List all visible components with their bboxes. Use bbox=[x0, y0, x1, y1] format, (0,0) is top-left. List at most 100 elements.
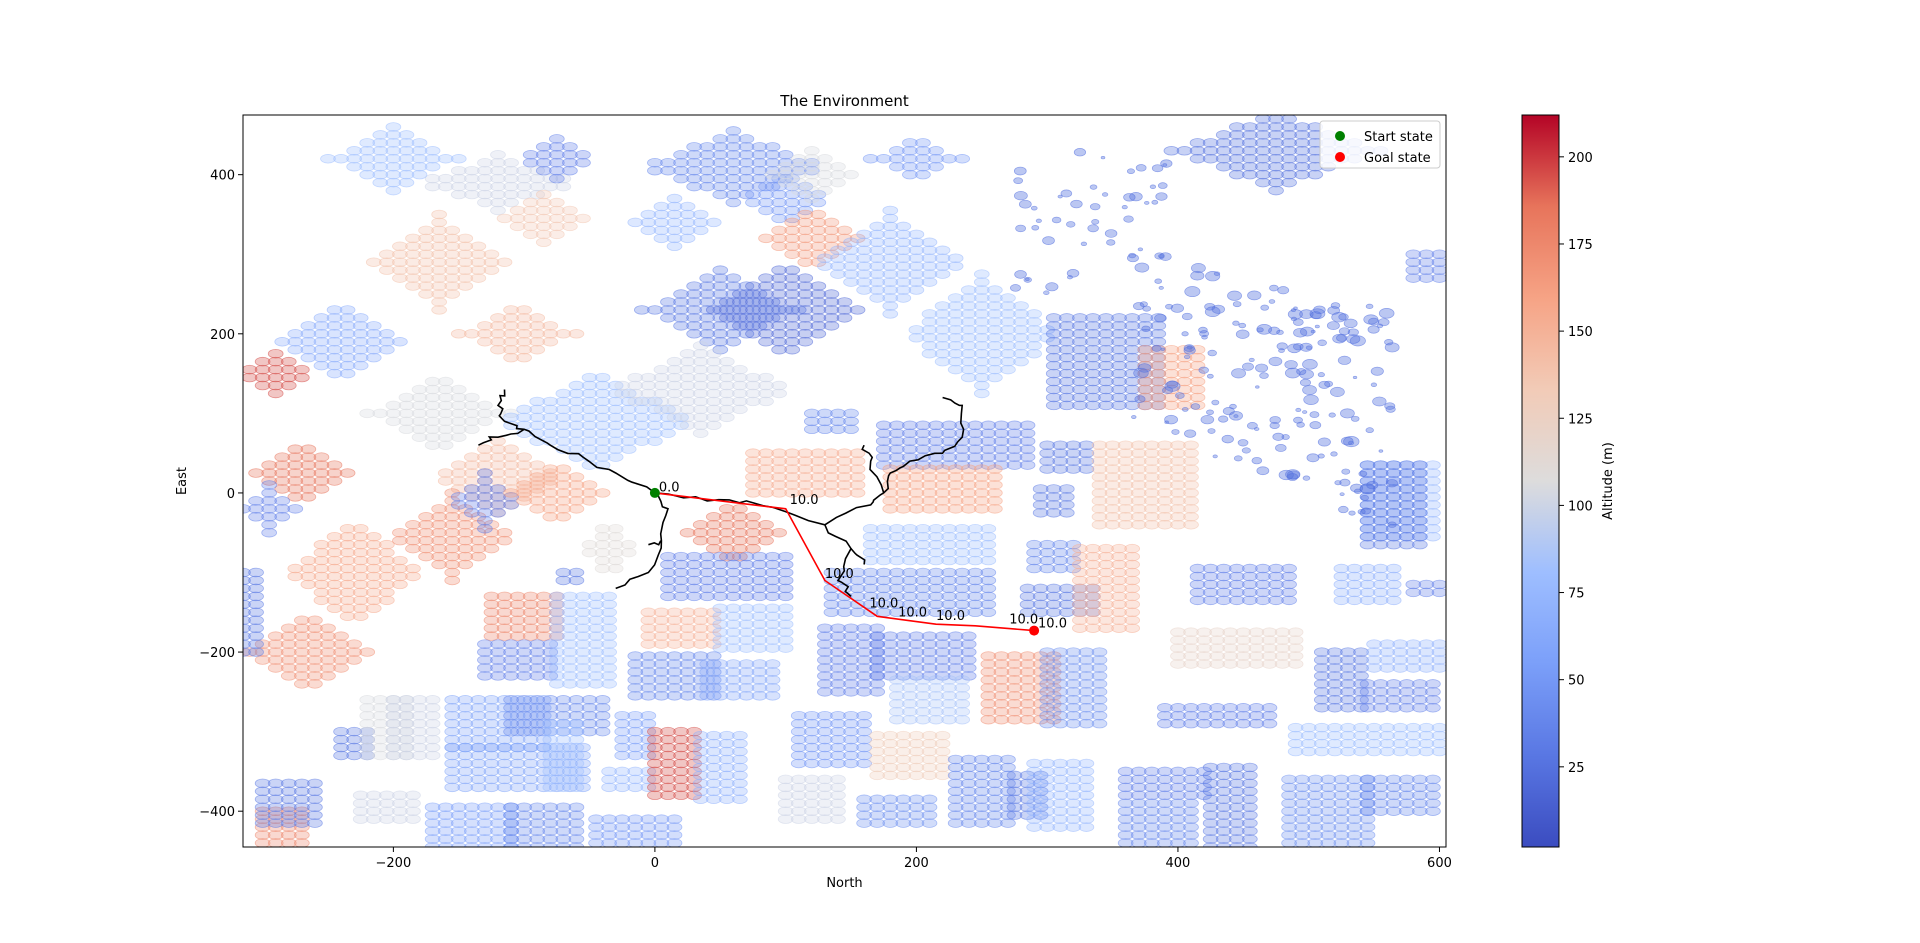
obstacle-marker bbox=[745, 520, 761, 530]
obstacle-marker bbox=[509, 221, 526, 232]
obstacle-marker bbox=[1124, 321, 1140, 331]
obstacle-marker bbox=[934, 730, 951, 741]
obstacle-marker bbox=[921, 655, 938, 665]
obstacle-marker bbox=[666, 225, 683, 236]
obstacle-marker bbox=[640, 667, 657, 677]
obstacle-marker bbox=[1418, 249, 1435, 259]
obstacle-marker bbox=[1157, 718, 1173, 729]
obstacle-marker bbox=[535, 742, 552, 753]
obstacle-marker bbox=[1222, 627, 1239, 637]
obstacle-marker bbox=[1215, 770, 1232, 781]
obstacle-marker bbox=[882, 213, 899, 224]
obstacle-marker bbox=[294, 639, 310, 649]
obstacle-marker bbox=[607, 563, 624, 574]
obstacle-marker bbox=[568, 436, 585, 446]
obstacle-marker bbox=[1242, 770, 1258, 781]
obstacle-marker bbox=[1170, 464, 1186, 474]
obstacle-marker bbox=[392, 535, 408, 546]
obstacle-marker bbox=[803, 154, 820, 164]
obstacle-marker bbox=[947, 348, 964, 359]
small-obstacle bbox=[1100, 156, 1106, 160]
obstacle-marker bbox=[934, 631, 951, 641]
obstacle-marker bbox=[732, 786, 748, 797]
obstacle-marker bbox=[1085, 321, 1101, 331]
obstacle-marker bbox=[869, 762, 886, 773]
obstacle-marker bbox=[1412, 476, 1428, 486]
obstacle-marker bbox=[549, 758, 565, 769]
obstacle-marker bbox=[568, 504, 585, 514]
obstacle-marker bbox=[908, 746, 925, 757]
obstacle-marker bbox=[496, 782, 513, 793]
obstacle-marker bbox=[607, 404, 624, 415]
obstacle-marker bbox=[307, 794, 323, 805]
obstacle-marker bbox=[594, 428, 611, 439]
obstacle-marker bbox=[549, 671, 565, 681]
small-obstacle bbox=[1343, 318, 1358, 329]
obstacle-marker bbox=[686, 142, 702, 152]
obstacle-marker bbox=[562, 615, 578, 625]
obstacle-marker bbox=[1307, 822, 1324, 832]
obstacle-marker bbox=[594, 695, 611, 705]
small-obstacle bbox=[1302, 359, 1318, 370]
obstacle-marker bbox=[457, 782, 474, 793]
obstacle-marker bbox=[790, 305, 807, 315]
obstacle-marker bbox=[758, 396, 774, 407]
obstacle-marker bbox=[1412, 790, 1428, 801]
obstacle-marker bbox=[902, 714, 918, 725]
obstacle-marker bbox=[1359, 806, 1376, 816]
obstacle-marker bbox=[1346, 798, 1363, 808]
obstacle-marker bbox=[424, 842, 441, 847]
obstacle-marker bbox=[1340, 647, 1356, 657]
obstacle-marker bbox=[751, 683, 768, 693]
obstacle-marker bbox=[934, 504, 951, 514]
obstacle-marker bbox=[568, 750, 585, 761]
obstacle-marker bbox=[496, 734, 513, 745]
obstacle-marker bbox=[588, 655, 604, 665]
obstacle-marker bbox=[934, 746, 951, 757]
obstacle-marker bbox=[1327, 663, 1343, 673]
small-obstacle bbox=[1370, 382, 1378, 387]
obstacle-marker bbox=[1228, 122, 1245, 132]
obstacle-marker bbox=[274, 476, 291, 486]
obstacle-marker bbox=[509, 782, 526, 793]
legend-box bbox=[1319, 120, 1441, 169]
small-obstacle bbox=[1347, 328, 1359, 337]
obstacle-marker bbox=[666, 356, 683, 367]
obstacle-marker bbox=[1346, 806, 1363, 816]
obstacle-marker bbox=[660, 420, 676, 431]
obstacle-marker bbox=[1065, 782, 1082, 793]
obstacle-marker bbox=[581, 695, 598, 705]
obstacle-marker bbox=[1065, 718, 1082, 729]
obstacle-marker bbox=[1255, 177, 1271, 188]
obstacle-marker bbox=[254, 838, 271, 847]
obstacle-marker bbox=[1431, 738, 1446, 749]
obstacle-marker bbox=[1183, 790, 1199, 801]
obstacle-marker bbox=[673, 774, 689, 785]
obstacle-marker bbox=[634, 412, 650, 423]
obstacle-marker bbox=[1124, 607, 1140, 618]
obstacle-marker bbox=[555, 802, 572, 812]
obstacle-marker bbox=[934, 269, 951, 279]
obstacle-marker bbox=[1157, 774, 1173, 785]
obstacle-marker bbox=[666, 814, 683, 824]
obstacle-marker bbox=[1163, 352, 1180, 363]
obstacle-marker bbox=[745, 456, 761, 466]
obstacle-marker bbox=[915, 691, 931, 701]
obstacle-marker bbox=[653, 830, 670, 840]
obstacle-marker bbox=[908, 770, 925, 781]
obstacle-marker bbox=[784, 225, 801, 236]
obstacle-marker bbox=[405, 543, 421, 554]
obstacle-marker bbox=[1255, 579, 1271, 590]
obstacle-marker bbox=[941, 706, 957, 717]
obstacle-marker bbox=[1412, 798, 1428, 808]
obstacle-marker bbox=[941, 420, 957, 431]
obstacle-marker bbox=[1065, 671, 1082, 681]
obstacle-marker bbox=[660, 157, 676, 168]
obstacle-marker bbox=[882, 496, 899, 506]
obstacle-marker bbox=[280, 639, 297, 649]
obstacle-marker bbox=[542, 718, 559, 729]
obstacle-marker bbox=[640, 607, 657, 618]
obstacle-marker bbox=[1117, 520, 1134, 530]
obstacle-marker bbox=[372, 138, 389, 148]
obstacle-marker bbox=[1418, 663, 1435, 673]
